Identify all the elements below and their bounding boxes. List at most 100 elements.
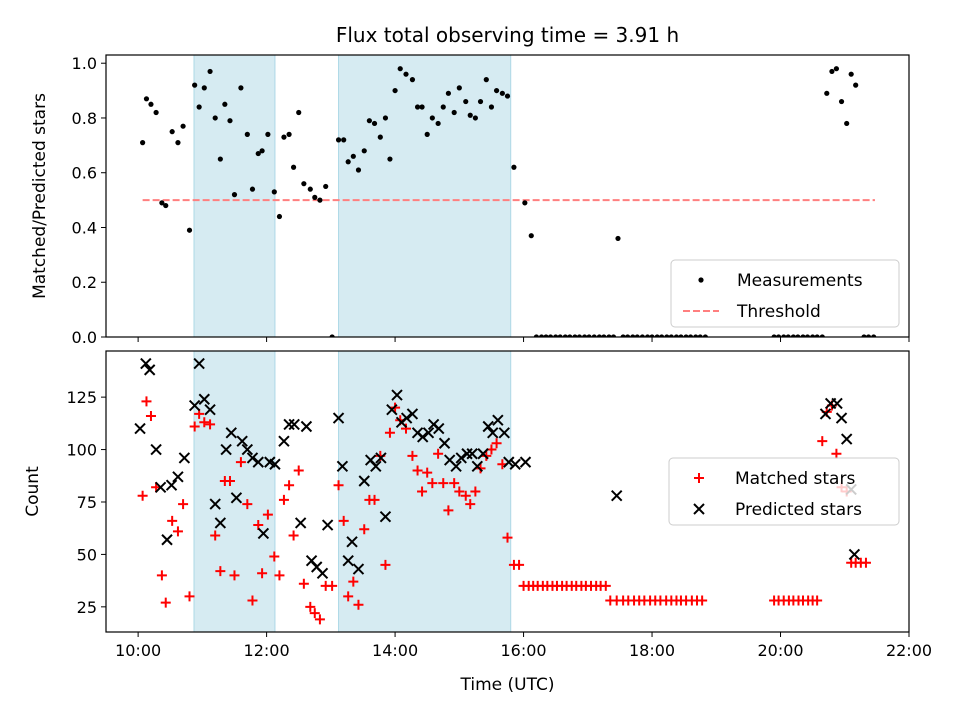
measurement-point (810, 334, 816, 337)
measurement-point (192, 82, 198, 88)
predicted-star-point (269, 458, 281, 470)
measurement-point (286, 131, 292, 137)
measurement-point (477, 98, 484, 105)
matched-star-point (253, 520, 264, 531)
matched-star-point (407, 450, 418, 461)
matched-star-point (438, 478, 449, 489)
predicted-star-point (154, 481, 167, 494)
predicted-star-point (370, 460, 382, 473)
predicted-star-point (346, 536, 358, 548)
measurement-point (511, 164, 517, 170)
measurement-point (702, 334, 708, 337)
measurement-point (572, 334, 578, 337)
measurement-point (620, 334, 626, 337)
predicted-star-point (611, 489, 623, 502)
predicted-star-point (406, 408, 419, 420)
measurement-point (271, 189, 277, 195)
predicted-star-point (455, 452, 467, 464)
measurement-point (341, 137, 347, 143)
measurement-point (451, 109, 457, 116)
measurement-point (804, 334, 811, 337)
matched-star-point (172, 526, 183, 537)
matched-star-point (422, 467, 433, 478)
predicted-star-point (220, 443, 232, 456)
measurement-point (227, 118, 233, 124)
predicted-star-point (236, 435, 248, 447)
predicted-star-point (332, 412, 345, 424)
measurement-point (795, 334, 801, 337)
measurement-point (610, 334, 617, 337)
measurement-point (265, 131, 271, 137)
matched-star-point (460, 490, 471, 501)
measurement-point (350, 153, 356, 159)
matched-star-point (210, 530, 221, 541)
measurement-point (222, 101, 228, 107)
matched-star-point (229, 570, 240, 581)
matched-star-point (189, 421, 200, 432)
predicted-star-point (416, 431, 429, 443)
y-tick-label: 75 (77, 493, 97, 512)
measurement-point (668, 334, 674, 337)
measurement-point (196, 104, 202, 110)
predicted-star-point (386, 404, 398, 416)
measurement-point (606, 334, 612, 337)
measurement-point (625, 334, 631, 337)
measurement-point (323, 183, 329, 190)
measurement-point (800, 334, 806, 337)
y-tick-label: 0.6 (72, 164, 97, 183)
measurement-point (781, 334, 787, 337)
matched-star-point (359, 524, 370, 535)
measurement-point (371, 120, 378, 127)
shaded-interval (193, 351, 276, 632)
predicted-star-point (492, 414, 504, 426)
matched-star-point (433, 448, 444, 459)
measurement-point (445, 90, 451, 96)
predicted-star-point (198, 393, 210, 405)
predicted-star-point (471, 460, 484, 473)
measurement-point (440, 104, 446, 110)
measurement-point (644, 334, 651, 337)
legend-label: Threshold (736, 302, 821, 322)
matched-star-point (288, 530, 299, 541)
axes-frame (105, 54, 910, 338)
matched-star-point (417, 486, 428, 497)
measurement-point (429, 115, 435, 121)
measurement-point (634, 334, 640, 337)
predicted-star-point (509, 458, 521, 470)
predicted-star-point (165, 479, 178, 491)
predicted-star-point (450, 460, 462, 473)
matched-star-point (284, 480, 295, 491)
y-tick-label: 50 (77, 545, 97, 564)
measurement-point (553, 334, 559, 337)
x-tick-label: 10:00 (115, 641, 161, 660)
measurement-point (615, 235, 621, 242)
measurement-point (175, 140, 181, 146)
measurement-point (814, 334, 820, 337)
matched-star-point (465, 499, 476, 510)
measurement-point (630, 334, 636, 337)
predicted-star-point (466, 448, 478, 460)
matched-star-point (380, 559, 391, 570)
measurement-point (664, 334, 670, 337)
predicted-star-point (143, 364, 156, 376)
measurement-point (865, 334, 872, 337)
legend-box (670, 259, 900, 328)
measurement-point (276, 213, 283, 220)
measurement-point (424, 131, 430, 137)
measurement-point (238, 85, 244, 91)
matched-star-point (314, 614, 325, 625)
predicted-star-point (375, 452, 387, 464)
measurement-point (392, 87, 398, 94)
measurement-point (231, 192, 238, 198)
matched-star-point (860, 557, 871, 568)
matched-star-point (427, 478, 438, 489)
measurement-point (483, 77, 489, 83)
measurement-point (244, 131, 250, 137)
measurement-point (528, 233, 534, 239)
matched-star-point (812, 595, 823, 606)
measurement-point (387, 156, 393, 162)
measurement-point (463, 98, 469, 105)
legend-marker-matched (694, 473, 704, 483)
measurement-point (591, 334, 597, 337)
matched-star-point (274, 570, 285, 581)
